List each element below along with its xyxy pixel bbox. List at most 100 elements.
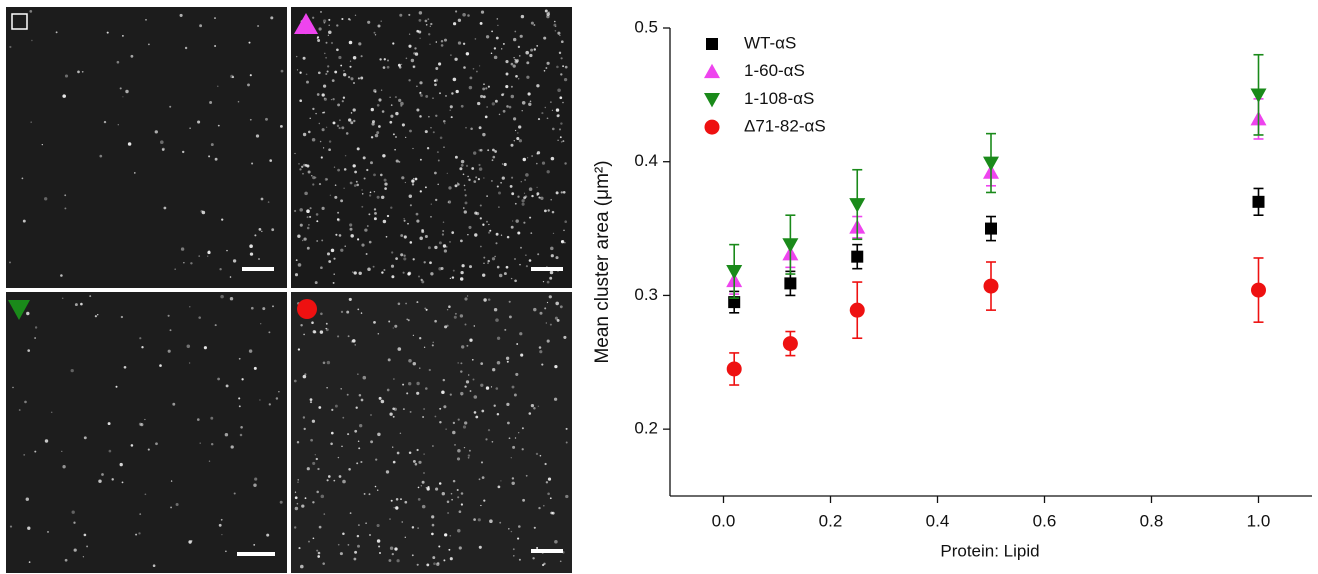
spot <box>438 482 442 485</box>
spot <box>553 23 557 27</box>
spot <box>466 295 469 297</box>
spot <box>382 154 386 158</box>
spot <box>12 386 14 389</box>
spot <box>549 270 554 275</box>
spot <box>366 225 369 227</box>
spot <box>469 76 473 80</box>
spot <box>337 168 340 172</box>
spot <box>312 501 315 504</box>
spot <box>435 114 438 118</box>
spot <box>309 207 312 210</box>
spot <box>377 333 380 335</box>
spot <box>565 427 568 430</box>
spot <box>184 46 188 50</box>
spot <box>429 43 431 45</box>
spot <box>550 198 552 201</box>
spot <box>294 273 299 277</box>
spot <box>376 131 380 135</box>
spot <box>403 235 407 239</box>
spot <box>435 487 439 491</box>
spot <box>482 87 486 91</box>
spot <box>482 95 486 99</box>
spot <box>441 492 445 496</box>
spot <box>174 268 177 271</box>
spot <box>557 139 559 142</box>
spot <box>493 307 498 312</box>
spot <box>326 360 331 365</box>
spot <box>411 526 415 529</box>
spot <box>317 551 321 555</box>
spot <box>373 321 376 324</box>
spot <box>536 194 539 196</box>
spot <box>86 545 89 548</box>
spot <box>34 337 36 339</box>
spot <box>498 206 500 208</box>
spot <box>518 139 523 143</box>
spot <box>549 323 552 326</box>
spot <box>496 265 500 269</box>
spot <box>446 172 448 174</box>
spot <box>513 117 517 121</box>
spot <box>332 281 335 284</box>
spot <box>399 13 403 17</box>
spot <box>159 364 162 367</box>
spot <box>378 396 382 400</box>
spot <box>190 262 193 265</box>
spot <box>374 211 377 215</box>
spot <box>508 528 510 530</box>
spot <box>474 233 478 237</box>
spot <box>260 323 262 325</box>
spot <box>554 29 557 32</box>
spot <box>327 34 330 36</box>
spot <box>320 494 325 499</box>
spot <box>360 55 363 58</box>
marker <box>983 156 999 172</box>
spot <box>412 65 415 68</box>
spot <box>338 55 342 60</box>
spot <box>550 246 554 251</box>
spot <box>517 537 520 540</box>
spot <box>342 479 346 484</box>
spot <box>414 47 417 50</box>
spot <box>432 341 434 344</box>
spot <box>410 58 415 63</box>
spot <box>237 100 240 103</box>
spot <box>451 498 453 501</box>
spot <box>208 460 211 462</box>
spot <box>496 18 499 20</box>
spot <box>28 561 31 563</box>
spot <box>463 207 465 209</box>
spot <box>550 254 554 258</box>
spot <box>220 294 224 299</box>
spot <box>64 194 67 197</box>
spot <box>526 61 530 65</box>
spot <box>309 401 313 404</box>
spot <box>452 421 456 425</box>
spot <box>392 42 395 45</box>
spot <box>269 159 273 162</box>
spot <box>468 178 471 182</box>
spot <box>321 239 324 242</box>
spot <box>388 559 392 562</box>
spot <box>94 315 97 318</box>
spot <box>521 101 526 105</box>
spot <box>393 506 395 509</box>
spot <box>450 54 452 56</box>
spot <box>302 172 304 175</box>
spot <box>324 177 328 181</box>
spot <box>254 477 258 481</box>
spot <box>333 257 336 260</box>
spot <box>408 451 412 455</box>
spot <box>404 536 406 538</box>
spot <box>412 334 415 336</box>
spot <box>357 77 360 80</box>
spot <box>31 39 33 42</box>
spot <box>408 359 412 363</box>
spot <box>424 234 428 239</box>
spot <box>457 528 461 533</box>
spot <box>189 127 191 129</box>
spot <box>279 500 283 504</box>
spot <box>490 52 493 54</box>
spot <box>564 65 568 69</box>
spot <box>504 328 507 331</box>
